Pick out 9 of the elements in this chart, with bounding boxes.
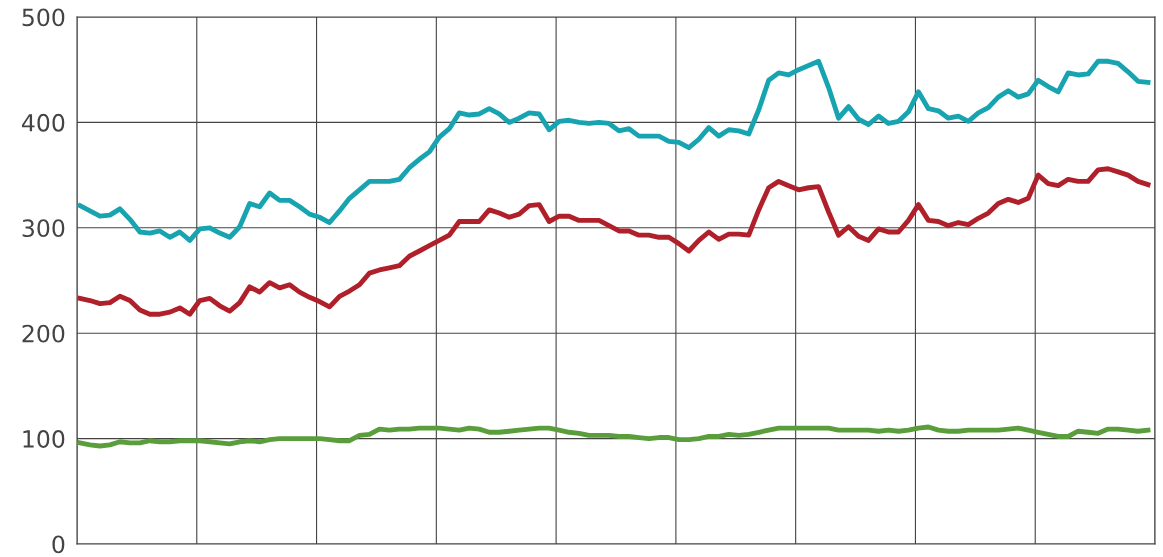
y-tick-label: 200 — [22, 324, 65, 343]
line-series — [77, 424, 1151, 449]
y-tick-label: 100 — [23, 430, 65, 448]
y-tick-label: 300 — [22, 219, 65, 238]
y-tick-label: 0 — [52, 535, 65, 554]
line-series — [77, 166, 1151, 317]
line-series — [77, 58, 1151, 243]
y-tick-label: 400 — [21, 113, 65, 132]
y-tick-label: 500 — [22, 8, 65, 27]
